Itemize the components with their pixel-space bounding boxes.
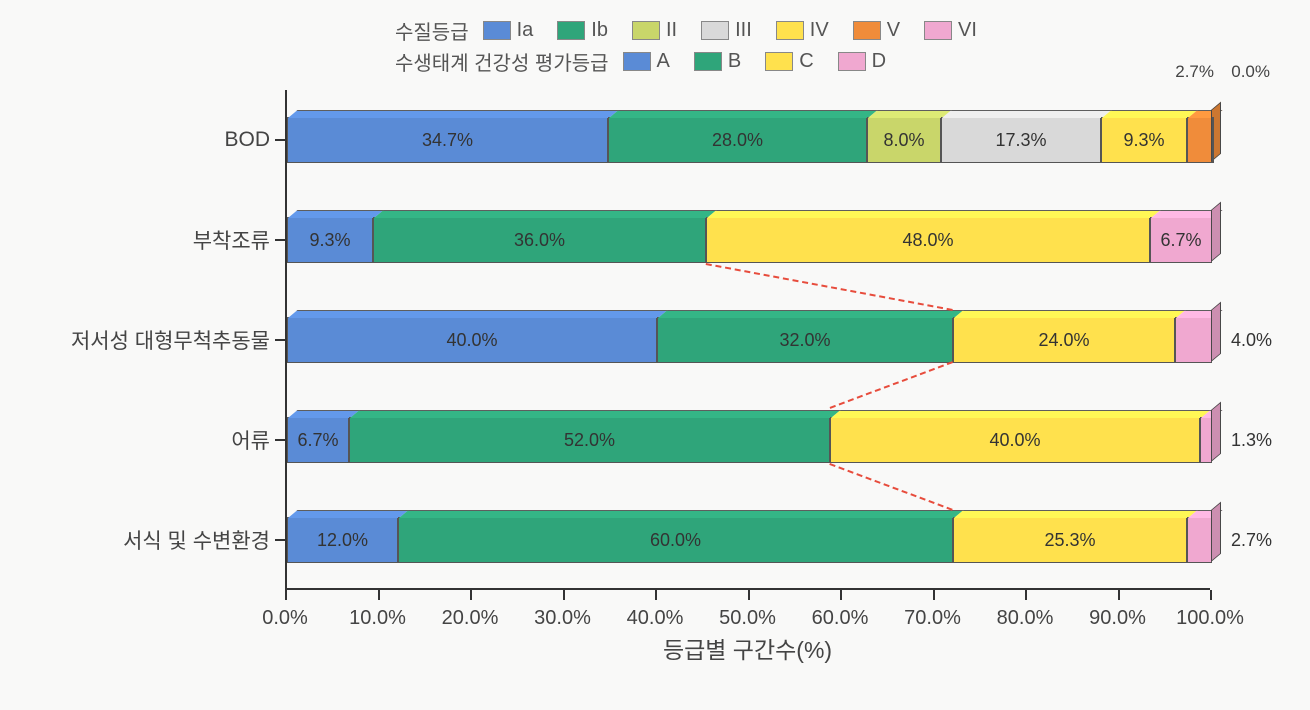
x-tick <box>470 590 472 600</box>
connector-line <box>706 263 953 311</box>
x-tick-label: 80.0% <box>997 607 1054 630</box>
legend-label: II <box>666 19 677 42</box>
x-tick <box>1025 590 1027 600</box>
legend-label: Ia <box>517 19 534 42</box>
connector-line <box>829 361 953 409</box>
legend-row1-title: 수질등급 <box>395 16 469 45</box>
plot-area: 등급별 구간수(%) 2.7% 0.0% 0.0%10.0%20.0%30.0%… <box>285 90 1210 590</box>
bar-segment: 1.3% <box>1200 417 1212 463</box>
x-tick <box>933 590 935 600</box>
x-tick-label: 60.0% <box>812 607 869 630</box>
legend-label: V <box>887 19 900 42</box>
y-label: 부착조류 <box>15 225 270 255</box>
legend-label: A <box>657 50 670 73</box>
legend-row-2: 수생태계 건강성 평가등급 A B C D <box>395 47 995 76</box>
x-tick-label: 20.0% <box>442 607 499 630</box>
bar-segment: 8.0% <box>867 117 941 163</box>
x-tick <box>285 590 287 600</box>
bar-row: 34.7%28.0%8.0%17.3%9.3% <box>287 117 1214 163</box>
legend-label: III <box>735 19 752 42</box>
bar-segment: 40.0% <box>830 417 1200 463</box>
x-tick <box>563 590 565 600</box>
legend-swatch <box>483 21 511 40</box>
chart-container: 수질등급 IaIbIIIIIIVVVI 수생태계 건강성 평가등급 ABCD 등… <box>0 0 1310 710</box>
legend-swatch <box>838 52 866 71</box>
x-tick-label: 50.0% <box>719 607 776 630</box>
legend-label: D <box>872 50 886 73</box>
annot-bod-v: 2.7% <box>1175 62 1214 82</box>
bar-segment: 12.0% <box>287 517 398 563</box>
bar-segment: 52.0% <box>349 417 830 463</box>
bar-segment: 4.0% <box>1175 317 1212 363</box>
legend-swatch <box>557 21 585 40</box>
bar-segment: 6.7% <box>1150 217 1212 263</box>
y-tick <box>275 339 285 341</box>
bar-row: 9.3%36.0%48.0%6.7% <box>287 217 1212 263</box>
x-tick-label: 100.0% <box>1176 607 1244 630</box>
annot-bod-vi: 0.0% <box>1231 62 1270 82</box>
legend-label: B <box>728 50 741 73</box>
bar-segment: 48.0% <box>706 217 1150 263</box>
x-tick-label: 90.0% <box>1089 607 1146 630</box>
legend-row2-title: 수생태계 건강성 평가등급 <box>395 47 609 76</box>
bar-segment-label: 2.7% <box>1231 530 1272 551</box>
legend-label: C <box>799 50 813 73</box>
y-tick <box>275 139 285 141</box>
x-tick-label: 70.0% <box>904 607 961 630</box>
y-label: BOD <box>15 128 270 152</box>
legend-swatch <box>632 21 660 40</box>
x-axis-title: 등급별 구간수(%) <box>663 631 832 665</box>
bar-segment: 36.0% <box>373 217 706 263</box>
y-label: 어류 <box>15 425 270 455</box>
bar-segment: 25.3% <box>953 517 1187 563</box>
legend-label: IV <box>810 19 829 42</box>
connector-line <box>829 463 953 511</box>
legend-swatch <box>694 52 722 71</box>
bar-segment <box>1212 117 1214 163</box>
bar-segment: 40.0% <box>287 317 657 363</box>
legend-row-1: 수질등급 IaIbIIIIIIVVVI <box>395 16 995 45</box>
bar-segment: 17.3% <box>941 117 1101 163</box>
bar-segment: 60.0% <box>398 517 953 563</box>
legend-label: Ib <box>591 19 608 42</box>
y-tick <box>275 439 285 441</box>
legend-swatch <box>776 21 804 40</box>
bar-segment: 28.0% <box>608 117 867 163</box>
x-tick-label: 30.0% <box>534 607 591 630</box>
x-tick-label: 0.0% <box>262 607 308 630</box>
bar-segment-label: 4.0% <box>1231 330 1272 351</box>
bar-row: 40.0%32.0%24.0%4.0% <box>287 317 1212 363</box>
x-tick-label: 10.0% <box>349 607 406 630</box>
y-tick <box>275 539 285 541</box>
legend: 수질등급 IaIbIIIIIIVVVI 수생태계 건강성 평가등급 ABCD <box>395 16 995 78</box>
bar-segment <box>1187 117 1212 163</box>
bar-segment: 34.7% <box>287 117 608 163</box>
x-tick-label: 40.0% <box>627 607 684 630</box>
bar-segment: 32.0% <box>657 317 953 363</box>
x-tick <box>378 590 380 600</box>
x-tick <box>840 590 842 600</box>
legend-swatch <box>623 52 651 71</box>
legend-label: VI <box>958 19 977 42</box>
y-label: 서식 및 수변환경 <box>15 525 270 555</box>
bar-row: 12.0%60.0%25.3%2.7% <box>287 517 1212 563</box>
x-tick <box>748 590 750 600</box>
y-label: 저서성 대형무척추동물 <box>15 325 270 355</box>
bar-segment: 2.7% <box>1187 517 1212 563</box>
bar-segment: 24.0% <box>953 317 1175 363</box>
bar-row: 6.7%52.0%40.0%1.3% <box>287 417 1212 463</box>
x-tick <box>1118 590 1120 600</box>
bar-segment-label: 1.3% <box>1231 430 1272 451</box>
legend-swatch <box>765 52 793 71</box>
x-tick <box>1210 590 1212 600</box>
y-tick <box>275 239 285 241</box>
bar-segment: 9.3% <box>1101 117 1187 163</box>
bar-segment: 6.7% <box>287 417 349 463</box>
legend-swatch <box>924 21 952 40</box>
legend-swatch <box>853 21 881 40</box>
bar-segment: 9.3% <box>287 217 373 263</box>
x-tick <box>655 590 657 600</box>
legend-swatch <box>701 21 729 40</box>
